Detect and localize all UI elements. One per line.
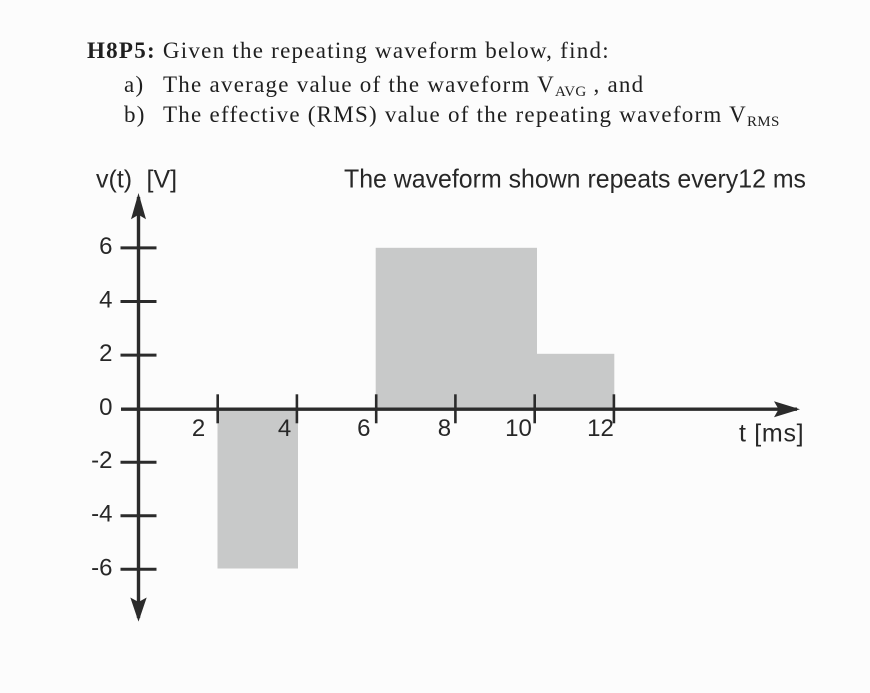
svg-text:-4: -4 — [91, 501, 112, 528]
svg-text:0: 0 — [99, 394, 112, 421]
svg-text:10: 10 — [505, 415, 532, 442]
svg-text:6: 6 — [99, 233, 112, 260]
svg-text:v(t): v(t) — [96, 166, 132, 194]
svg-text:2: 2 — [192, 415, 205, 442]
svg-text:6: 6 — [357, 415, 370, 442]
svg-text:4: 4 — [99, 287, 112, 314]
svg-text:12: 12 — [587, 415, 614, 442]
svg-text:4: 4 — [278, 415, 291, 442]
svg-text:The waveform shown repeats eve: The waveform shown repeats every12 ms — [344, 164, 806, 194]
svg-text:t [ms]: t [ms] — [739, 420, 804, 448]
svg-text:-6: -6 — [91, 554, 112, 581]
svg-text:8: 8 — [438, 415, 451, 442]
svg-text:-2: -2 — [91, 447, 112, 474]
svg-text:[V]: [V] — [147, 166, 178, 194]
svg-text:2: 2 — [99, 340, 112, 367]
